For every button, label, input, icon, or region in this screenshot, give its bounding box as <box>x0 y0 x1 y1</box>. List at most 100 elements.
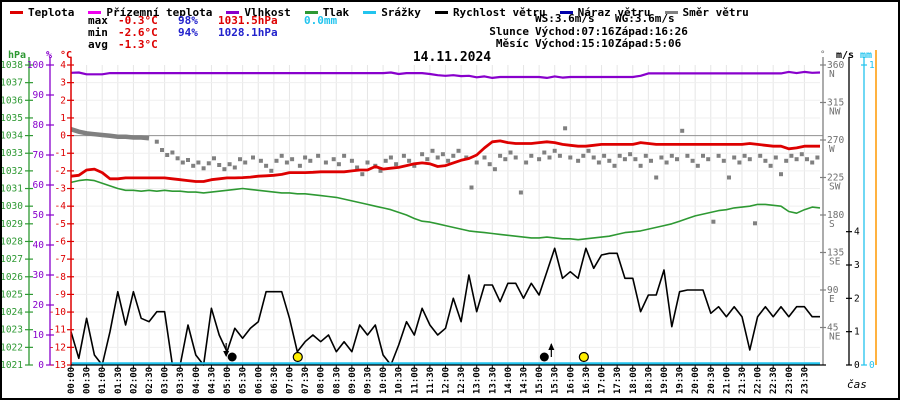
svg-text:1021: 1021 <box>2 360 23 371</box>
svg-text:1: 1 <box>854 327 860 338</box>
svg-text:NW: NW <box>829 107 841 118</box>
astro-markers <box>223 343 589 363</box>
svg-text:SE: SE <box>829 257 841 268</box>
svg-text:-5: -5 <box>55 219 66 230</box>
svg-text:mm: mm <box>860 50 872 61</box>
svg-text:1032: 1032 <box>2 166 23 177</box>
legend-item-label: Směr větru <box>682 6 749 19</box>
svg-text:-6: -6 <box>55 236 67 247</box>
svg-text:-10: -10 <box>49 307 66 318</box>
svg-text:%: % <box>46 50 52 61</box>
legend-swatch-icon <box>664 11 678 14</box>
svg-text:40: 40 <box>33 240 45 251</box>
svg-text:-12: -12 <box>49 342 66 353</box>
svg-text:01:30: 01:30 <box>114 367 124 394</box>
svg-text:00:00: 00:00 <box>67 367 77 394</box>
svg-text:-4: -4 <box>55 201 67 212</box>
svg-text:-8: -8 <box>55 272 67 283</box>
svg-text:0: 0 <box>60 131 66 142</box>
moon-label: Měsíc <box>495 37 529 50</box>
svg-text:80: 80 <box>33 120 45 131</box>
svg-text:11:30: 11:30 <box>426 367 436 394</box>
svg-text:09:30: 09:30 <box>363 367 373 394</box>
legend-item-8: Směr větru <box>664 6 749 19</box>
svg-text:4: 4 <box>854 227 860 238</box>
stats-row-avg: avg -1.3°C <box>88 39 337 51</box>
sunrise-time: Východ:07:16 <box>535 24 615 38</box>
svg-text:23:30: 23:30 <box>800 367 810 394</box>
svg-text:1028: 1028 <box>2 236 23 247</box>
sunrise-icon <box>292 351 303 363</box>
moon-row: Měsíc Východ:15:10 Západ:5:06 <box>485 37 688 51</box>
svg-text:16:30: 16:30 <box>582 367 592 394</box>
stat-value: avg <box>88 38 108 51</box>
stat-value: max <box>88 14 108 27</box>
stat-value: 98% <box>178 14 198 27</box>
moonrise-time: Východ:15:10 <box>535 37 615 50</box>
svg-text:18:00: 18:00 <box>629 367 639 394</box>
sun-label: Slunce <box>489 24 529 38</box>
legend: Teplota Přízemní teplota Vlhkost Tlak Srážky… <box>10 6 749 19</box>
sunset-time: Západ:16:26 <box>615 24 688 38</box>
svg-text:10: 10 <box>33 330 45 341</box>
svg-text:-11: -11 <box>49 325 66 336</box>
svg-text:-9: -9 <box>55 289 67 300</box>
legend-item-5: Srážky <box>363 6 421 19</box>
legend-swatch-icon <box>88 11 102 14</box>
svg-text:225: 225 <box>827 173 844 184</box>
stats-row-max: max -0.3°C 98% 1031.5hPa 0.0mm <box>88 15 337 27</box>
svg-text:05:00: 05:00 <box>223 367 233 394</box>
legend-item-label: Náraz větru <box>577 6 651 19</box>
svg-text:hPa: hPa <box>8 50 26 61</box>
legend-item-1: Teplota <box>10 6 74 19</box>
wind-gust-summary: WG:3.6m/s <box>615 12 675 25</box>
svg-text:1024: 1024 <box>2 307 23 318</box>
svg-text:-3: -3 <box>55 184 66 195</box>
svg-text:06:00: 06:00 <box>254 367 264 394</box>
svg-text:04:30: 04:30 <box>207 367 217 394</box>
svg-text:S: S <box>829 219 835 230</box>
svg-text:1: 1 <box>60 113 66 124</box>
stat-value: min <box>88 26 108 39</box>
svg-text:SW: SW <box>829 182 841 193</box>
svg-text:11:00: 11:00 <box>410 367 420 394</box>
legend-item-6: Rychlost větru <box>434 6 546 19</box>
legend-swatch-icon <box>559 11 573 14</box>
axis-time: 00:00 00:30 01:00 01:30 02:00 02:30 03:00 03:30… <box>67 364 826 394</box>
svg-text:21:00: 21:00 <box>722 367 732 394</box>
svg-text:08:30: 08:30 <box>332 367 342 394</box>
legend-item-label: Tlak <box>322 6 350 19</box>
svg-text:NE: NE <box>829 332 841 343</box>
svg-text:15:30: 15:30 <box>551 367 561 394</box>
wind-speed-summary: WS:3.6m/s <box>535 12 595 25</box>
svg-text:17:30: 17:30 <box>613 367 623 394</box>
svg-text:17:00: 17:00 <box>598 367 608 394</box>
legend-item-label: Rychlost větru <box>452 6 546 19</box>
svg-text:60: 60 <box>33 180 45 191</box>
svg-text:03:30: 03:30 <box>176 367 186 394</box>
svg-text:02:30: 02:30 <box>145 367 155 394</box>
stat-value: -0.3°C <box>118 14 158 27</box>
legend-swatch-icon <box>363 11 377 14</box>
svg-text:90: 90 <box>33 90 45 101</box>
sunset-icon <box>578 351 589 363</box>
legend-item-label: Srážky <box>381 6 421 19</box>
legend-item-7: Náraz větru <box>559 6 651 19</box>
svg-text:90: 90 <box>827 285 839 296</box>
svg-text:1031: 1031 <box>2 184 23 195</box>
svg-text:W: W <box>829 144 835 155</box>
axis-humidity: 0 10 20 30 40 50 60 70 80 90 100% <box>27 50 54 371</box>
svg-text:22:00: 22:00 <box>754 367 764 394</box>
svg-text:270: 270 <box>827 135 844 146</box>
axis-pressure: 1021 1022 1023 1024 1025 1026 1027 1028 1029 1030… <box>2 50 33 371</box>
svg-text:1027: 1027 <box>2 254 23 265</box>
svg-text:16:00: 16:00 <box>566 367 576 394</box>
axis-wind: 0 1 2 3 4 m/s <box>836 50 860 371</box>
stats-block: max -0.3°C 98% 1031.5hPa 0.0mm min -2.6°C 94% 10… <box>88 15 337 51</box>
svg-text:1: 1 <box>869 60 875 71</box>
svg-text:09:00: 09:00 <box>348 367 358 394</box>
astro-block: WS:3.6m/s WG:3.6m/s Slunce Východ:07:16 … <box>485 12 688 51</box>
svg-text:4: 4 <box>60 60 66 71</box>
svg-text:-13: -13 <box>49 360 66 371</box>
